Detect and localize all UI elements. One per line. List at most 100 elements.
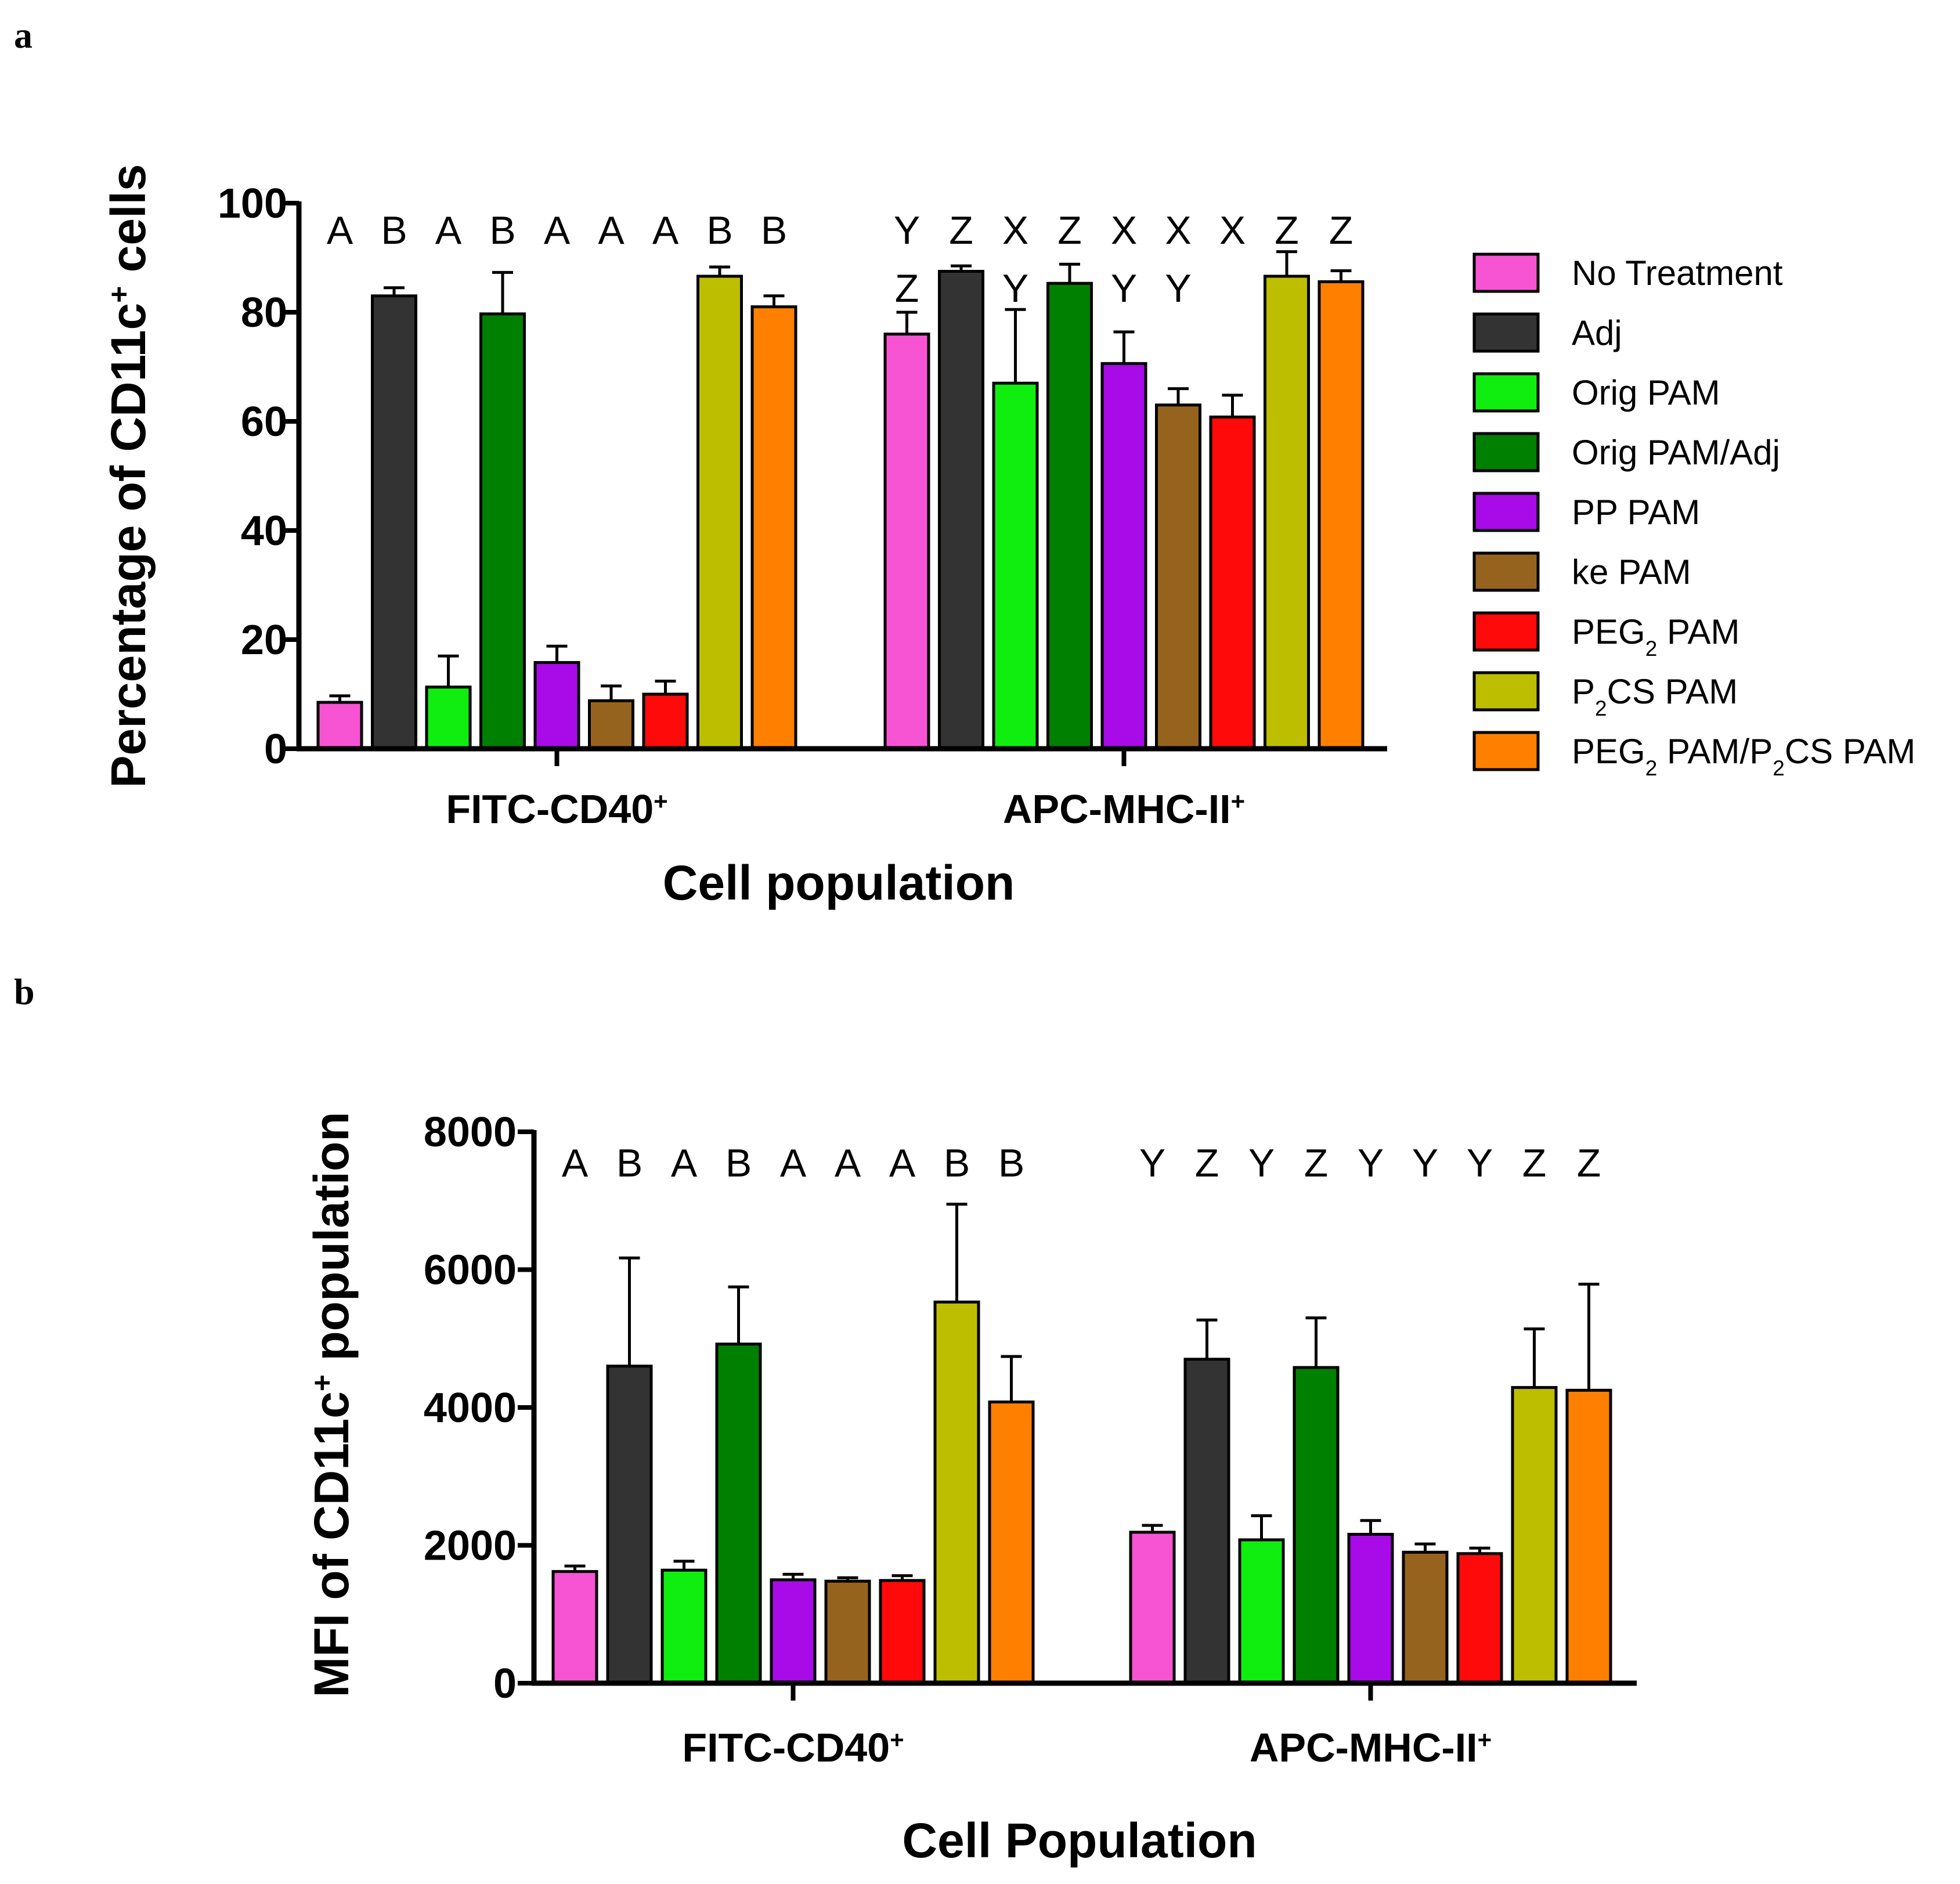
bar-b-0-6 xyxy=(879,1579,926,1685)
legend-label-8: PEG2 PAM/P2CS PAM xyxy=(1572,732,1915,780)
bar-b-1-5 xyxy=(1402,1550,1449,1685)
category-label-b-0: FITC-CD40+ xyxy=(682,1725,904,1770)
legend-label-5: ke PAM xyxy=(1572,553,1691,591)
bar-a-1-7 xyxy=(1264,275,1310,750)
sig-letter-a-1-6-0: X xyxy=(1219,208,1246,252)
bar-b-0-5 xyxy=(824,1579,871,1685)
legend-label-2: Orig PAM xyxy=(1572,373,1720,412)
bar-b-0-7 xyxy=(933,1300,980,1685)
bar-b-0-2 xyxy=(660,1568,708,1685)
bar-a-1-2 xyxy=(992,381,1039,750)
y-tick-label-a-1: 20 xyxy=(241,617,287,663)
sig-letter-b-0-8-0: B xyxy=(998,1141,1024,1185)
y-tick-label-a-0: 0 xyxy=(264,726,287,773)
bar-a-0-6 xyxy=(642,692,689,750)
sig-letter-a-1-4-0: X xyxy=(1111,208,1137,252)
sig-letter-b-1-4-0: Y xyxy=(1358,1141,1384,1185)
legend-swatch-5 xyxy=(1472,551,1540,592)
bar-a-1-4 xyxy=(1100,362,1147,750)
category-label-a-1: APC-MHC-II+ xyxy=(1003,786,1245,832)
bar-b-1-6 xyxy=(1456,1552,1503,1685)
legend-label-0: No Treatment xyxy=(1572,254,1783,293)
y-tick-label-b-4: 8000 xyxy=(424,1109,517,1156)
sig-letter-a-0-7-0: B xyxy=(706,208,732,252)
sig-letter-a-0-4-0: A xyxy=(544,208,571,252)
bar-b-1-1 xyxy=(1183,1358,1230,1685)
bar-b-0-0 xyxy=(551,1570,598,1685)
bar-b-0-3 xyxy=(715,1342,762,1685)
panel-b-label: b xyxy=(14,971,35,1012)
legend-label-4: PP PAM xyxy=(1572,493,1700,532)
sig-letter-a-1-4-1: Y xyxy=(1111,266,1137,311)
legend-label-1: Adj xyxy=(1572,313,1622,352)
sig-letter-a-1-1-0: Z xyxy=(949,208,973,252)
bar-a-0-7 xyxy=(696,275,743,750)
bar-a-1-6 xyxy=(1209,415,1256,750)
y-tick-label-a-3: 60 xyxy=(241,399,287,445)
sig-letter-b-1-0-0: Y xyxy=(1139,1141,1165,1185)
category-label-a-0: FITC-CD40+ xyxy=(446,786,667,832)
legend-label-6: PEG2 PAM xyxy=(1572,612,1740,661)
legend-swatch-8 xyxy=(1472,731,1540,771)
sig-letter-a-1-5-0: X xyxy=(1165,208,1191,252)
bar-a-1-1 xyxy=(938,270,984,750)
chart-b: A Y B Z A Y B Z A Y A Y A Y B Z B Z 0 2000 4000 6000 8000 FITC-… xyxy=(304,1109,1637,1868)
sig-letter-b-1-5-0: Y xyxy=(1412,1141,1438,1185)
sig-letter-a-0-8-0: B xyxy=(761,208,787,252)
sig-letter-b-0-2-0: A xyxy=(671,1141,698,1185)
sig-letter-a-1-2-0: X xyxy=(1002,208,1028,252)
sig-letter-a-0-1-0: B xyxy=(381,208,407,252)
sig-letter-a-1-7-0: Z xyxy=(1275,208,1299,252)
legend-swatch-2 xyxy=(1472,372,1540,413)
sig-letter-b-1-3-0: Z xyxy=(1304,1141,1329,1185)
bar-b-1-2 xyxy=(1238,1538,1285,1685)
sig-letter-a-0-3-0: B xyxy=(489,208,515,252)
bar-a-1-3 xyxy=(1046,281,1093,750)
bar-b-1-8 xyxy=(1565,1388,1612,1685)
legend-label-3: Orig PAM/Adj xyxy=(1572,433,1780,472)
sig-letter-a-1-5-1: Y xyxy=(1165,266,1191,311)
sig-letter-b-1-1-0: Z xyxy=(1195,1141,1219,1185)
sig-letter-b-1-2-0: Y xyxy=(1248,1141,1275,1185)
sig-letter-b-1-7-0: Z xyxy=(1522,1141,1547,1185)
legend-swatch-7 xyxy=(1472,671,1540,712)
sig-letter-a-1-8-0: Z xyxy=(1329,208,1353,252)
bar-a-0-1 xyxy=(371,294,417,750)
sig-letter-b-0-6-0: A xyxy=(889,1141,916,1185)
legend: No Treatment Adj Orig PAM Orig PAM/Adj PP PA… xyxy=(1472,252,1915,780)
y-tick-label-a-5: 100 xyxy=(218,181,287,227)
x-axis-title-b: Cell Population xyxy=(902,1813,1257,1868)
sig-letter-b-1-8-0: Z xyxy=(1577,1141,1601,1185)
bar-a-0-4 xyxy=(533,661,580,750)
x-axis-title-a: Cell population xyxy=(663,856,1015,910)
sig-letter-a-0-0-0: A xyxy=(327,208,353,252)
y-axis-title-a: Percentage of CD11c+ cells xyxy=(101,164,156,788)
bar-a-0-8 xyxy=(750,305,797,750)
y-tick-label-a-2: 40 xyxy=(241,508,287,554)
legend-swatch-1 xyxy=(1472,312,1540,353)
y-tick-label-b-3: 6000 xyxy=(424,1247,517,1294)
bar-a-0-3 xyxy=(479,312,526,750)
sig-letter-b-1-6-0: Y xyxy=(1467,1141,1493,1185)
sig-letter-b-0-5-0: A xyxy=(835,1141,861,1185)
y-tick-label-b-2: 4000 xyxy=(424,1385,517,1431)
chart-a: A YZB ZA XYB ZA XYA XYA XB ZB Z020406080100FITC-C… xyxy=(101,164,1387,910)
bar-a-0-2 xyxy=(425,685,472,750)
bar-a-0-0 xyxy=(316,701,363,750)
bar-a-1-0 xyxy=(883,333,930,750)
sig-letter-a-1-2-1: Y xyxy=(1002,266,1028,311)
bar-b-1-7 xyxy=(1511,1386,1558,1685)
panel-a-label: a xyxy=(14,15,33,56)
bar-b-1-4 xyxy=(1347,1533,1394,1685)
bar-b-0-4 xyxy=(770,1578,817,1685)
legend-label-7: P2CS PAM xyxy=(1572,672,1738,720)
legend-swatch-0 xyxy=(1472,252,1540,293)
sig-letter-b-0-0-0: A xyxy=(562,1141,589,1185)
bar-b-0-1 xyxy=(606,1365,653,1685)
y-tick-label-b-1: 2000 xyxy=(424,1523,517,1569)
sig-letter-a-1-3-0: Z xyxy=(1057,208,1082,252)
legend-swatch-3 xyxy=(1472,432,1540,472)
sig-letter-a-0-2-0: A xyxy=(435,208,462,252)
sig-letter-b-0-4-0: A xyxy=(780,1141,807,1185)
